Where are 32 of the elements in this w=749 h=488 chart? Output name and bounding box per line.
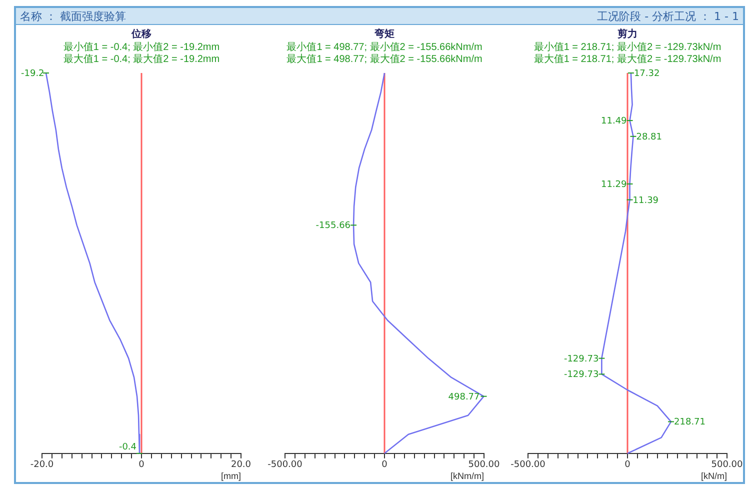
chart-subtitle: 最小值1 = -0.4; 最小值2 = -19.2mm 最大值1 = -0.4; 最大值2 = -19.2mm bbox=[63, 40, 220, 65]
text: 名称 ： 截面强度验算 bbox=[20, 9, 126, 24]
data-label: 498.77 bbox=[448, 392, 480, 402]
x-axis-title: [mm] bbox=[221, 471, 241, 482]
text: 工况阶段 - 分析工况 ： 1 - 1 bbox=[597, 9, 739, 24]
data-label: 11.29 bbox=[600, 180, 628, 190]
data-label: 17.32 bbox=[634, 69, 660, 79]
chart-subtitle: 最小值1 = 498.77; 最小值2 = -155.66kNm/m 最大值1 = 498.77; 最大值2 = -155.66kNm/m bbox=[286, 40, 482, 65]
x-tick-label: -20.0 bbox=[30, 460, 54, 470]
x-tick-label: 0 bbox=[138, 460, 145, 470]
data-label: 28.81 bbox=[636, 132, 662, 142]
x-tick-label: 20.0 bbox=[230, 460, 252, 470]
data-label: 218.71 bbox=[674, 418, 706, 428]
x-tick-label: 500.00 bbox=[468, 460, 500, 470]
data-label: 11.49 bbox=[601, 116, 628, 127]
x-axis-title: [kN/m] bbox=[701, 471, 727, 482]
data-label: -129.73 bbox=[564, 354, 599, 364]
chart-title: 位移 bbox=[130, 28, 152, 40]
data-label: 11.39 bbox=[632, 196, 659, 206]
data-label: -19.2 bbox=[21, 69, 44, 79]
x-tick-label: -500.00 bbox=[510, 460, 546, 470]
chart-title: 剪力 bbox=[618, 28, 638, 40]
chart-subtitle: 最小值1 = 218.71; 最小值2 = -129.73kN/m 最大值1 = 218.71; 最大值2 = -129.73kN/m bbox=[534, 40, 722, 65]
data-label: -0.4 bbox=[118, 442, 137, 452]
x-tick-label: 500.00 bbox=[711, 460, 744, 470]
x-axis-title: [kNm/m] bbox=[450, 471, 484, 482]
data-label: -155.66 bbox=[316, 221, 351, 232]
x-tick-label: -500.00 bbox=[268, 460, 303, 470]
x-tick-label: 0 bbox=[624, 460, 631, 470]
x-tick-label: 0 bbox=[382, 460, 388, 470]
data-label: -129.73 bbox=[564, 370, 599, 380]
chart-title: 弯矩 bbox=[374, 28, 394, 40]
